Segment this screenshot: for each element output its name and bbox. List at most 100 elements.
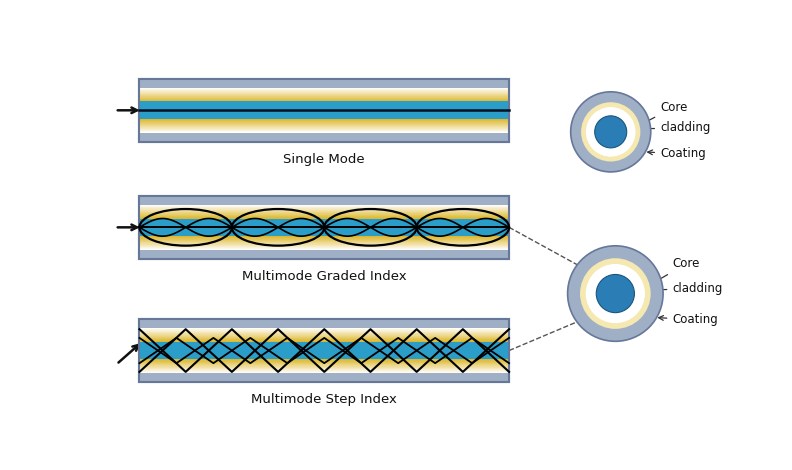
Bar	[139, 236, 509, 237]
Bar	[139, 212, 509, 213]
Bar	[139, 330, 509, 331]
Bar	[139, 319, 509, 328]
Bar	[139, 96, 509, 97]
Bar	[139, 333, 509, 334]
Bar	[139, 371, 509, 372]
Bar	[139, 215, 509, 216]
Bar	[139, 123, 509, 124]
Bar	[139, 362, 509, 363]
Text: cladding: cladding	[640, 121, 710, 134]
Bar	[139, 334, 509, 335]
Bar	[139, 236, 509, 237]
Text: Coating: Coating	[648, 148, 706, 160]
Bar	[139, 366, 509, 367]
Bar	[139, 94, 509, 95]
Bar	[139, 121, 509, 122]
Bar	[139, 361, 509, 362]
Circle shape	[586, 107, 635, 157]
Bar	[139, 79, 509, 142]
Bar	[139, 211, 509, 212]
Bar	[139, 363, 509, 364]
Bar	[139, 93, 509, 94]
Bar	[139, 216, 509, 217]
Bar	[139, 87, 509, 133]
Circle shape	[581, 102, 641, 162]
Bar	[139, 368, 509, 369]
Bar	[139, 328, 509, 373]
Bar	[139, 128, 509, 129]
Bar	[139, 87, 509, 133]
Bar	[139, 239, 509, 240]
Bar	[139, 204, 509, 205]
Bar	[139, 331, 509, 332]
Circle shape	[586, 264, 645, 323]
Bar	[139, 196, 509, 204]
Bar	[139, 210, 509, 211]
Circle shape	[596, 274, 634, 313]
Bar	[139, 373, 509, 382]
Circle shape	[595, 116, 626, 148]
Bar	[139, 213, 509, 214]
Bar	[139, 126, 509, 127]
Bar	[139, 88, 509, 89]
Bar	[139, 89, 509, 90]
Bar	[139, 243, 509, 244]
Bar	[139, 217, 509, 218]
Bar	[139, 218, 509, 219]
Bar	[139, 97, 509, 98]
Bar	[139, 329, 509, 330]
Bar	[139, 127, 509, 128]
Bar	[139, 240, 509, 241]
Bar	[139, 100, 509, 101]
Bar	[139, 209, 509, 210]
Bar	[139, 319, 509, 382]
Bar	[139, 79, 509, 87]
Bar	[139, 245, 509, 246]
Bar	[139, 369, 509, 370]
Bar	[139, 248, 509, 249]
Bar	[139, 334, 509, 335]
Bar	[139, 205, 509, 206]
Bar	[139, 239, 509, 240]
Bar	[139, 204, 509, 250]
Bar	[139, 95, 509, 96]
Bar	[139, 328, 509, 373]
Bar	[139, 98, 509, 99]
Bar	[139, 339, 509, 340]
Text: Multimode Step Index: Multimode Step Index	[251, 393, 398, 406]
Circle shape	[568, 246, 663, 341]
Bar	[139, 206, 509, 207]
Bar	[139, 250, 509, 259]
Bar	[139, 208, 509, 209]
Bar	[139, 245, 509, 246]
Bar	[139, 332, 509, 333]
Bar	[139, 122, 509, 123]
Bar	[139, 196, 509, 259]
Bar	[139, 248, 509, 249]
Bar	[139, 365, 509, 366]
Bar	[139, 242, 509, 243]
Bar	[139, 125, 509, 126]
Bar	[139, 130, 509, 131]
Bar	[139, 132, 509, 133]
Bar	[139, 101, 509, 102]
Bar	[139, 129, 509, 130]
Bar	[139, 87, 509, 88]
Bar	[139, 319, 509, 382]
Bar	[139, 128, 509, 129]
Bar	[139, 367, 509, 368]
Bar	[139, 247, 509, 248]
Bar	[139, 370, 509, 371]
Bar	[139, 338, 509, 339]
Bar	[139, 94, 509, 95]
Bar	[139, 368, 509, 369]
Text: Core: Core	[623, 101, 687, 135]
Bar	[139, 362, 509, 363]
Text: Multimode Graded Index: Multimode Graded Index	[242, 270, 406, 282]
Circle shape	[580, 258, 651, 329]
Bar	[139, 99, 509, 100]
Bar	[139, 97, 509, 98]
Bar	[139, 120, 509, 121]
Bar	[139, 196, 509, 259]
Bar	[139, 360, 509, 361]
